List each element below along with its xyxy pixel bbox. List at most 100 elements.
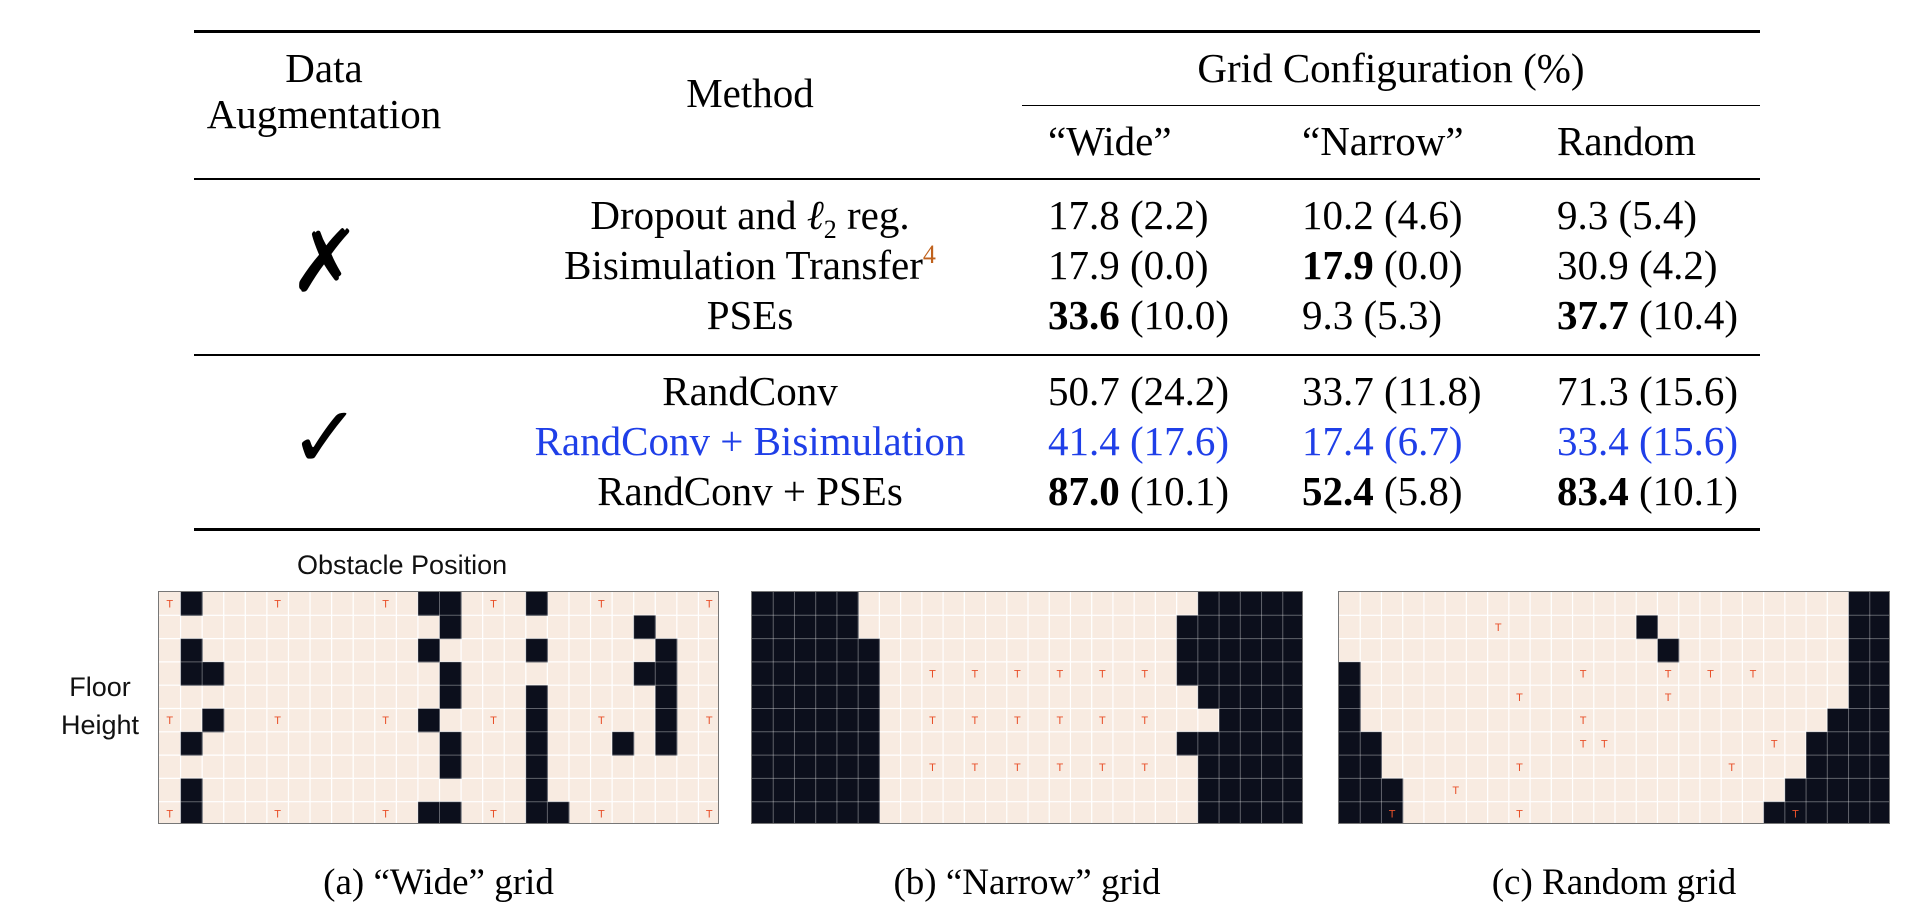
wall-cell xyxy=(1261,592,1284,616)
target-marker: T xyxy=(490,808,497,820)
wall-cell xyxy=(836,638,859,663)
wall-cell xyxy=(1240,638,1263,663)
target-marker: T xyxy=(1452,785,1459,797)
target-marker: T xyxy=(1141,762,1148,774)
wall-cell xyxy=(836,685,859,709)
header-col-narrow: “Narrow” xyxy=(1302,118,1464,164)
wall-cell xyxy=(1197,778,1220,803)
target-marker: T xyxy=(1056,762,1063,774)
result-cell: 10.2 (4.6) xyxy=(1302,192,1463,238)
caption-random-grid: (c) Random grid xyxy=(1491,862,1737,903)
wall-cell xyxy=(1176,661,1199,686)
target-marker: T xyxy=(1665,669,1672,681)
wall-cell xyxy=(773,778,795,803)
target-marker: T xyxy=(1014,715,1021,727)
target-marker: T xyxy=(1056,715,1063,727)
wall-cell xyxy=(836,778,859,803)
header-subrule xyxy=(1022,105,1760,106)
wall-cell xyxy=(1261,708,1284,733)
wall-cell xyxy=(439,685,462,709)
wall-cell xyxy=(1219,801,1241,823)
bottom-rule xyxy=(194,528,1760,531)
wall-cell xyxy=(1869,661,1889,686)
result-cell: 17.9 (0.0) xyxy=(1048,242,1209,288)
wall-cell xyxy=(1197,755,1220,779)
wall-cell xyxy=(1339,755,1361,779)
wall-cell xyxy=(1261,778,1284,803)
wall-cell xyxy=(794,685,817,709)
wide-grid-panel: T T T T T T T T T T T T T T T T T T xyxy=(158,591,719,824)
results-table: Data Augmentation Method Grid Configurat… xyxy=(194,30,1760,531)
wall-cell xyxy=(1784,801,1807,823)
citation-link[interactable]: 4 xyxy=(922,240,936,269)
wall-cell xyxy=(1219,755,1241,779)
wall-cell xyxy=(655,638,678,663)
wall-cell xyxy=(439,592,462,616)
wall-cell xyxy=(439,615,462,640)
target-marker: T xyxy=(1516,692,1523,704)
wall-cell xyxy=(836,661,859,686)
result-cell: 41.4 (17.6) xyxy=(1048,418,1230,464)
target-marker: T xyxy=(382,808,389,820)
augmentation-check-mark: ✓ xyxy=(288,388,362,488)
target-marker: T xyxy=(1056,669,1063,681)
result-cell: 30.9 (4.2) xyxy=(1557,242,1718,288)
wall-cell xyxy=(1240,592,1263,616)
wall-cell xyxy=(752,801,774,823)
caption-narrow-grid: (b) “Narrow” grid xyxy=(893,862,1161,903)
wall-cell xyxy=(858,661,880,686)
wall-cell xyxy=(1261,661,1284,686)
wall-cell xyxy=(1261,685,1284,709)
group-divider-rule xyxy=(194,354,1760,356)
wall-cell xyxy=(417,592,440,616)
wall-cell xyxy=(417,801,440,823)
wall-cell xyxy=(202,661,225,686)
wall-cell xyxy=(836,615,859,640)
wall-cell xyxy=(1806,731,1828,756)
wall-cell xyxy=(525,801,548,823)
floor-height-label: Floor Height xyxy=(60,672,140,740)
wall-cell xyxy=(180,638,203,663)
wall-cell xyxy=(858,708,880,733)
wall-cell xyxy=(1339,778,1361,803)
wall-cell xyxy=(1240,615,1263,640)
wall-cell xyxy=(1848,661,1871,686)
wall-cell xyxy=(1282,708,1302,733)
wall-cell xyxy=(1219,661,1241,686)
wall-cell xyxy=(1827,755,1850,779)
wall-cell xyxy=(752,615,774,640)
wall-cell xyxy=(773,615,795,640)
wall-cell xyxy=(1282,661,1302,686)
wall-cell xyxy=(794,731,817,756)
wall-cell xyxy=(1869,615,1889,640)
wall-cell xyxy=(815,615,838,640)
target-marker: T xyxy=(929,669,936,681)
target-marker: T xyxy=(1580,738,1587,750)
wall-cell xyxy=(417,708,440,733)
wall-cell xyxy=(439,731,462,756)
wall-cell xyxy=(1848,685,1871,709)
result-cell: 33.6 (10.0) xyxy=(1048,292,1230,338)
wall-cell xyxy=(1360,731,1382,756)
wall-cell xyxy=(1848,638,1871,663)
wall-cell xyxy=(752,731,774,756)
target-marker: T xyxy=(274,599,281,611)
wall-cell xyxy=(180,592,203,616)
wall-cell xyxy=(836,801,859,823)
wall-cell xyxy=(858,778,880,803)
wall-cell xyxy=(773,731,795,756)
header-grid-configuration: Grid Configuration (%) xyxy=(1197,45,1585,91)
target-marker: T xyxy=(1014,762,1021,774)
wall-cell xyxy=(1219,708,1241,733)
wall-cell xyxy=(1197,592,1220,616)
target-marker: T xyxy=(929,762,936,774)
wide-grid-image: T T T T T T T T T T T T T T T T T T xyxy=(159,592,718,823)
wall-cell xyxy=(439,755,462,779)
wall-cell xyxy=(752,592,774,616)
wall-cell xyxy=(815,755,838,779)
wall-cell xyxy=(633,615,656,640)
wall-cell xyxy=(1240,801,1263,823)
wall-cell xyxy=(180,731,203,756)
wall-cell xyxy=(1282,615,1302,640)
target-marker: T xyxy=(706,808,713,820)
